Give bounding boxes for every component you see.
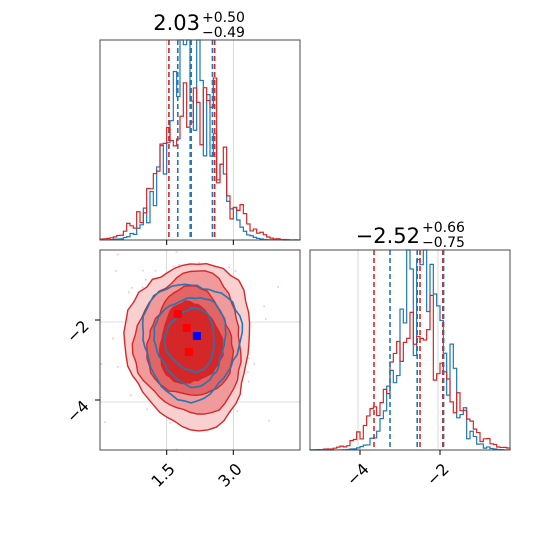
histogram-series: [99, 39, 301, 241]
scatter-point: [112, 337, 114, 340]
red-histogram: [99, 77, 301, 241]
density-contours: [123, 262, 251, 432]
blue-contour: [163, 307, 216, 374]
scatter-point: [178, 263, 180, 266]
scatter-point: [268, 419, 270, 422]
y-ticks: −2 −4: [63, 316, 100, 427]
x-tick-label: 3.0: [214, 459, 245, 490]
scatter-point: [198, 261, 200, 264]
axes-frame: [309, 249, 511, 451]
scatter-point: [94, 379, 96, 381]
scatter-point: [146, 408, 148, 411]
red-marker: [184, 348, 193, 356]
scatter-point: [213, 229, 215, 231]
red-marker: [182, 324, 191, 332]
scatter-point: [128, 291, 130, 294]
blue-marker: [192, 332, 201, 340]
scatter-point: [228, 266, 230, 269]
histogram-series: [309, 249, 511, 451]
y-tick-label: −4: [63, 396, 93, 426]
point-markers: [173, 310, 201, 356]
x-tick-label: 1.5: [147, 459, 178, 490]
scatter-point: [129, 394, 132, 397]
x-ticks: −4 −2: [343, 450, 453, 490]
scatter-point: [104, 421, 106, 424]
scatter-point: [253, 363, 256, 365]
scatter-point: [247, 371, 249, 374]
scatter-point: [145, 278, 147, 281]
scatter-point: [86, 370, 88, 372]
grid-lines: [357, 250, 439, 450]
scatter-point: [141, 286, 144, 289]
scatter-point: [175, 448, 178, 450]
scatter-point: [216, 204, 218, 206]
title-value: −2.52: [356, 224, 420, 248]
blue-histogram: [310, 249, 511, 451]
scatter-point: [247, 380, 250, 383]
axes-frame: [99, 39, 301, 241]
x-ticks: 1.5 3.0: [147, 450, 246, 491]
scatter-point: [248, 357, 250, 359]
scatter-point: [116, 253, 119, 256]
quantile-lines: [168, 40, 216, 240]
scatter-point: [175, 251, 178, 253]
quantile-lines: [373, 250, 445, 450]
x-tick-label: −4: [343, 459, 373, 489]
title-value: 2.03: [153, 11, 200, 35]
scatter-point: [142, 269, 144, 272]
title-upper-error: +0.50: [202, 10, 245, 26]
scatter-point: [131, 287, 133, 289]
title-lower-error: −0.75: [422, 235, 465, 251]
blue-contour: [153, 296, 227, 389]
joint-density-panel: 1.5 3.0 −2 −4: [63, 204, 301, 491]
red-marker: [173, 310, 182, 318]
scatter-point: [80, 358, 82, 360]
scatter-point: [172, 265, 175, 268]
title-lower-error: −0.49: [202, 25, 245, 41]
scatter-point: [115, 270, 117, 272]
scatter-point: [277, 286, 279, 288]
scatter-point: [154, 270, 157, 272]
title-upper-error: +0.66: [422, 220, 465, 236]
x-ticks: [166, 240, 234, 245]
scatter-point: [264, 318, 267, 320]
axes-frame: [99, 249, 301, 451]
scatter-point: [98, 375, 100, 377]
scatter-point: [97, 370, 99, 372]
y-tick-label: −2: [63, 316, 93, 346]
scatter-point: [117, 365, 119, 368]
scatter-point: [234, 270, 237, 272]
blue-contour: [141, 283, 244, 404]
scatter-point: [169, 421, 171, 424]
scatter-point: [263, 305, 265, 308]
marginal-histogram-param1: 2.03 +0.50 −0.49: [99, 10, 301, 245]
scatter-point: [236, 410, 238, 412]
scatter-point: [100, 363, 103, 365]
red-contour: [158, 300, 224, 385]
marginal-histogram-param2: −4 −2 −2.52 +0.66 −0.75: [309, 220, 511, 490]
x-tick-label: −2: [423, 459, 453, 489]
red-histogram: [309, 294, 511, 451]
